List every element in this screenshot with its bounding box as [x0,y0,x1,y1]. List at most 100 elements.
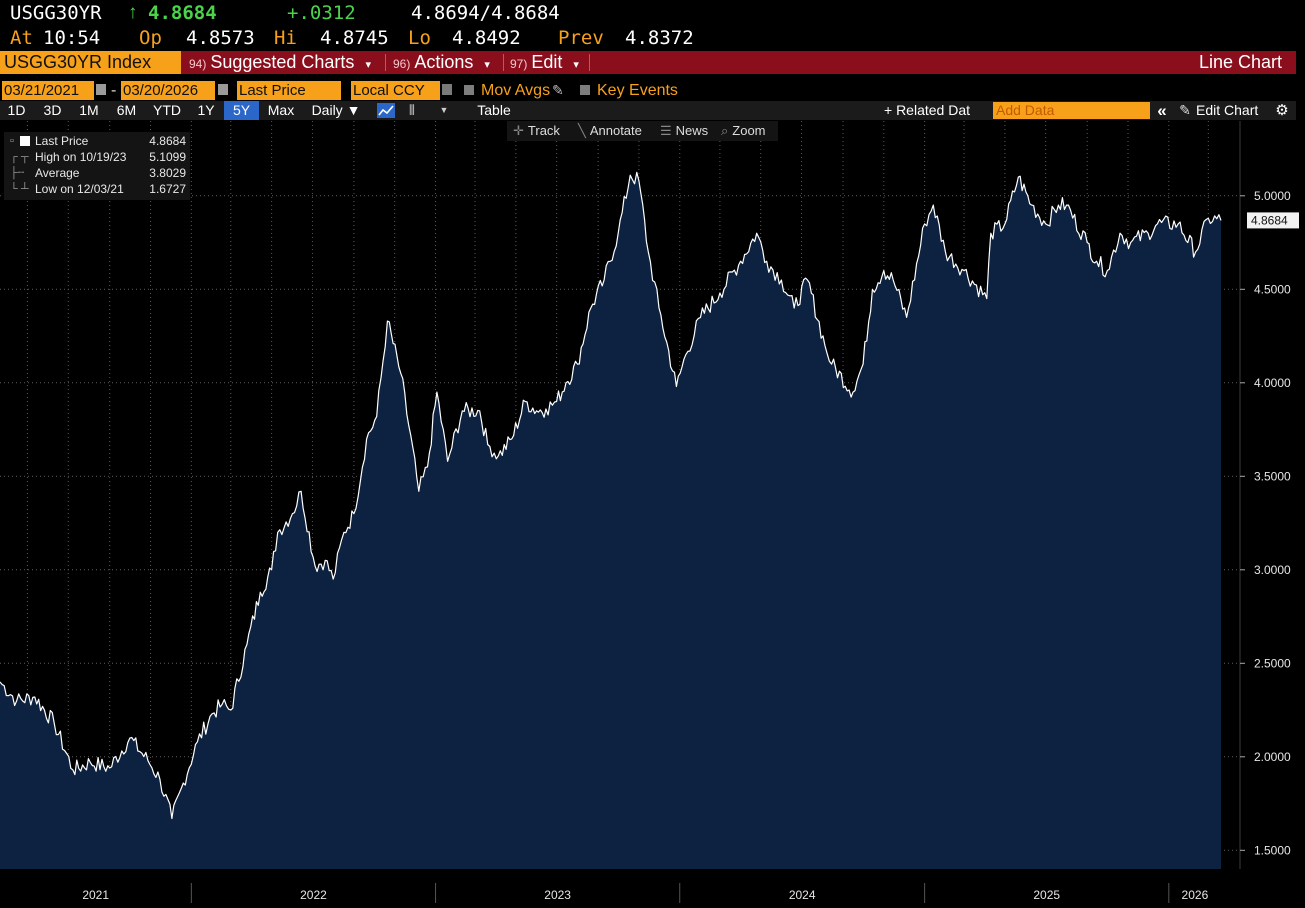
last-price: 4.8684 [148,2,217,24]
chart-type-label[interactable]: Line Chart [1198,52,1282,72]
zoom-label: Zoom [732,123,766,138]
edit-menu[interactable]: 97) Edit ▾ [510,51,579,74]
track-tool[interactable]: ✛ Track [513,121,560,141]
price-line [0,171,1222,820]
menu-bar: USGG30YR Index 94) Suggested Charts ▾ 96)… [0,51,1296,74]
add-data-input[interactable]: Add Data [993,102,1150,119]
line-chart-icon[interactable] [372,101,400,120]
legend-label: Average [35,166,80,180]
low-marker-icon: └ ┴ [10,183,29,195]
x-tick-label: 2023 [544,888,571,902]
currency-select[interactable]: Local CCY [351,81,440,100]
x-tick-label: 2025 [1033,888,1060,902]
menu-divider [385,54,386,71]
chevron-down-icon[interactable] [442,84,452,95]
range-6m-button[interactable]: 6M [116,102,137,118]
legend-value: 5.1099 [149,150,186,164]
y-tick-label: 4.0000 [1254,376,1291,390]
high-label: Hi [274,27,297,49]
menu-number: 97) [510,57,528,71]
zoom-tool[interactable]: ⌕ Zoom [721,121,766,141]
menu-label: Suggested Charts [210,52,355,72]
menu-divider [589,54,590,71]
table-button[interactable]: Table [477,102,511,118]
last-price-tag-text: 4.8684 [1251,213,1288,227]
legend-checkbox-icon: ▫ [10,135,14,147]
range-1y-button[interactable]: 1Y [197,102,215,118]
mov-avgs-checkbox[interactable] [464,85,474,95]
range-max-button[interactable]: Max [267,102,295,118]
chart-legend: ▫ Last Price 4.8684 ┌ ┬ High on 10/19/23… [4,132,190,200]
legend-swatch [20,136,30,146]
legend-label: Last Price [35,134,89,148]
menu-number: 94) [189,57,207,71]
price-area [0,172,1221,869]
security-field[interactable]: USGG30YR Index [0,51,181,74]
y-tick-label: 1.5000 [1254,843,1291,857]
legend-last-price: ▫ Last Price 4.8684 [4,133,190,149]
end-date-input[interactable]: 03/20/2026 [121,81,215,100]
controls-row: 03/21/2021 - 03/20/2026 Last Price Local… [0,80,1305,100]
key-events-label[interactable]: Key Events [597,82,678,99]
news-icon: ☰ [660,123,672,138]
news-label: News [675,123,709,138]
x-tick-label: 2022 [300,888,327,902]
range-bar: 1D 3D 1M 6M YTD 1Y 5Y Max Daily ▼ ⫴ ▼ Ta… [0,101,1296,120]
suggested-charts-menu[interactable]: 94) Suggested Charts ▾ [189,51,371,74]
x-tick-label: 2026 [1182,888,1209,902]
range-ytd-button[interactable]: YTD [153,102,181,118]
y-tick-label: 3.0000 [1254,563,1291,577]
high-value: 4.8745 [320,27,389,49]
x-tick-label: 2021 [82,888,109,902]
chevron-down-icon: ▾ [573,59,579,71]
edit-chart-button[interactable]: Edit Chart [1196,102,1259,118]
calendar-icon[interactable] [218,84,228,95]
collapse-icon[interactable]: « [1157,101,1167,120]
bar-chart-icon[interactable]: ⫴ [409,102,415,118]
chevron-down-icon[interactable]: ▼ [439,105,449,115]
bid-ask: 4.8694/4.8684 [411,2,560,24]
open-value: 4.8573 [186,27,255,49]
low-value: 4.8492 [452,27,521,49]
date-separator: - [111,82,117,99]
key-events-checkbox[interactable] [580,85,590,95]
legend-label: High on 10/19/23 [35,150,127,164]
last-price-tag: 4.8684 [1247,212,1299,229]
gear-icon[interactable]: ⚙ [1275,102,1289,119]
y-tick-label: 2.0000 [1254,750,1291,764]
annotate-tool[interactable]: ╲ Annotate [578,121,642,141]
range-5y-button[interactable]: 5Y [224,101,259,120]
pencil-icon[interactable]: ✎ [552,82,564,98]
average-marker-icon: ├╌ [10,167,25,179]
pencil-icon[interactable]: ✎ [1179,102,1191,118]
mov-avgs-label[interactable]: Mov Avgs [481,82,551,99]
legend-value: 1.6727 [149,182,186,196]
frequency-select[interactable]: Daily ▼ [311,102,361,118]
legend-label: Low on 12/03/21 [35,182,124,196]
field-select[interactable]: Last Price [237,81,341,100]
range-1m-button[interactable]: 1M [79,102,99,118]
range-1d-button[interactable]: 1D [7,102,26,118]
net-change: +.0312 [287,2,356,24]
calendar-icon[interactable] [96,84,106,95]
range-3d-button[interactable]: 3D [43,102,62,118]
line-chart-icon-glyph [377,103,395,118]
legend-average: ├╌ Average 3.8029 [4,165,190,181]
zoom-icon: ⌕ [721,123,729,138]
menu-number: 96) [393,57,411,71]
low-label: Lo [408,27,431,49]
y-tick-label: 3.5000 [1254,469,1291,483]
quote-time: 10:54 [43,27,101,49]
chart-area[interactable]: 1.5000 2.0000 2.5000 3.0000 3.5000 4.0000 4.50… [0,121,1305,908]
annotate-label: Annotate [589,123,642,138]
related-data-button[interactable]: + Related Dat [884,102,970,118]
start-date-input[interactable]: 03/21/2021 [2,81,94,100]
annotate-icon: ╲ [578,123,586,138]
crosshair-icon: ✛ [513,123,524,138]
actions-menu[interactable]: 96) Actions ▾ [393,51,490,74]
legend-low: └ ┴ Low on 12/03/21 1.6727 [4,181,190,197]
y-tick-label: 5.0000 [1254,189,1291,203]
chevron-down-icon: ▾ [365,59,371,71]
ticker-row: USGG30YR ↑ 4.8684 +.0312 4.8694/4.8684 [0,0,1305,26]
news-tool[interactable]: ☰ News [660,121,708,141]
